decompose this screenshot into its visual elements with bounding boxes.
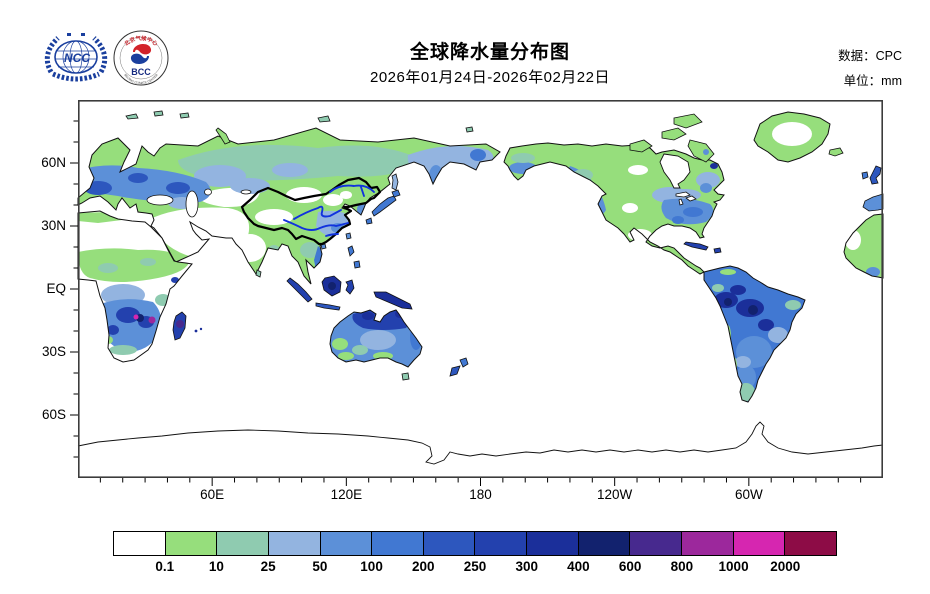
- colorbar: [113, 531, 837, 556]
- colorbar-cell: [474, 531, 528, 556]
- bcc-logo: 北京气候中心 BEIJING CLIMATE CENTER BCC: [113, 30, 169, 86]
- colorbar-cell: [526, 531, 579, 556]
- page-title: 全球降水量分布图: [409, 42, 570, 63]
- y-axis-tick-label: 60S: [41, 407, 66, 423]
- lake-balkhash: [240, 189, 252, 195]
- island-baffin: [687, 139, 715, 163]
- island-taiwan: [345, 232, 352, 240]
- island-java: [315, 302, 341, 311]
- china-border: [240, 176, 382, 246]
- china-rivers: [283, 184, 375, 237]
- colorbar-cell: [422, 531, 476, 556]
- island-hokkaido: [391, 189, 401, 198]
- bcc-swirl-red: [133, 43, 152, 55]
- yangtze-river: [283, 219, 349, 231]
- colorbar-tick-label: 25: [260, 559, 276, 574]
- ncc-wreath-right: [92, 36, 108, 74]
- unit-label: 单位：mm: [843, 74, 902, 88]
- colorbar-cell: [267, 531, 321, 556]
- colorbar-cell: [319, 531, 373, 556]
- bcc-swirl-blue: [130, 53, 149, 65]
- island-luzon: [347, 245, 355, 257]
- island-new-guinea: [373, 291, 413, 310]
- ncc-logo: NCC: [44, 33, 108, 82]
- aral-sea: [204, 188, 212, 196]
- x-axis-tick-label: 120W: [597, 487, 633, 502]
- inland-seas: [146, 188, 252, 218]
- island-tasmania: [401, 372, 410, 381]
- island-sumatra: [286, 277, 313, 303]
- y-axis-tick-label: EQ: [46, 281, 66, 297]
- colorbar-tick-label: 100: [360, 559, 383, 574]
- island-sulawesi: [345, 279, 355, 295]
- island-hispaniola: [713, 247, 722, 254]
- x-axis-tick-label: 120E: [330, 487, 363, 502]
- map-frame: [78, 100, 884, 478]
- colorbar-tick-label: 200: [412, 559, 435, 574]
- black-sea: [146, 194, 174, 206]
- island-mindanao: [353, 260, 361, 269]
- date-range: 2026年01月24日-2026年02月22日: [370, 69, 610, 86]
- x-axis-tick-label: 60W: [734, 487, 763, 502]
- island-novaya-zemlya: [215, 127, 231, 145]
- colorbar-tick-label: 0.1: [155, 559, 175, 574]
- islands: [125, 110, 884, 381]
- ncc-logo-text: NCC: [64, 51, 90, 65]
- y-axis-tick-label: 30N: [41, 218, 66, 234]
- colorbar-cell: [732, 531, 786, 556]
- colorbar-tick-label: 1000: [718, 559, 749, 574]
- colorbar-cell: [629, 531, 683, 556]
- colorbar-cell: [113, 531, 166, 556]
- caspian-sea: [185, 190, 199, 218]
- colorbar-cell: [164, 531, 218, 556]
- colorbar-tick-label: 600: [618, 559, 642, 574]
- pearl-river: [325, 233, 339, 237]
- colorbar-cell: [371, 531, 424, 556]
- data-source-label: 数据：CPC: [838, 49, 902, 63]
- colorbar-cell: [784, 531, 837, 556]
- colorbar-cell: [216, 531, 269, 556]
- ncc-wreath-bottom: [52, 71, 100, 82]
- island-sri-lanka: [255, 269, 262, 278]
- world-precipitation-map: [70, 100, 884, 486]
- island-kyushu: [365, 217, 373, 225]
- island-nz-south: [449, 365, 461, 377]
- island-britain: [869, 165, 882, 185]
- island-ireland: [861, 171, 869, 180]
- antarctica-coastline: [77, 421, 884, 465]
- colorbar-cell: [681, 531, 734, 556]
- colorbar-cell: [577, 531, 631, 556]
- x-axis-tick-label: 60E: [200, 487, 225, 502]
- ncc-wreath-left: [44, 36, 60, 74]
- colorbar-tick-label: 300: [515, 559, 538, 574]
- colorbar-tick-label: 800: [670, 559, 694, 574]
- colorbar-tick-label: 50: [312, 559, 328, 574]
- island-nz-north: [459, 357, 469, 368]
- source-block: 数据：CPC 单位：mm: [838, 44, 902, 94]
- axis-ticks: [70, 120, 862, 486]
- island-honshu: [371, 195, 397, 217]
- amur-river: [329, 184, 375, 193]
- y-axis-tick-label: 60N: [41, 155, 66, 171]
- colorbar-tick-label: 10: [208, 559, 224, 574]
- yellow-river: [293, 205, 342, 220]
- bcc-logo-text: BCC: [131, 67, 151, 77]
- great-lakes: [675, 191, 697, 206]
- island-iceland: [828, 147, 844, 157]
- colorbar-tick-label: 250: [463, 559, 487, 574]
- colorbar-tick-label: 400: [567, 559, 590, 574]
- y-axis-tick-label: 30S: [41, 344, 66, 360]
- colorbar-tick-label: 2000: [770, 559, 801, 574]
- hudson-bay: [659, 153, 691, 189]
- x-axis-tick-label: 180: [469, 487, 492, 502]
- island-sakhalin: [391, 173, 399, 191]
- island-cuba: [683, 241, 709, 251]
